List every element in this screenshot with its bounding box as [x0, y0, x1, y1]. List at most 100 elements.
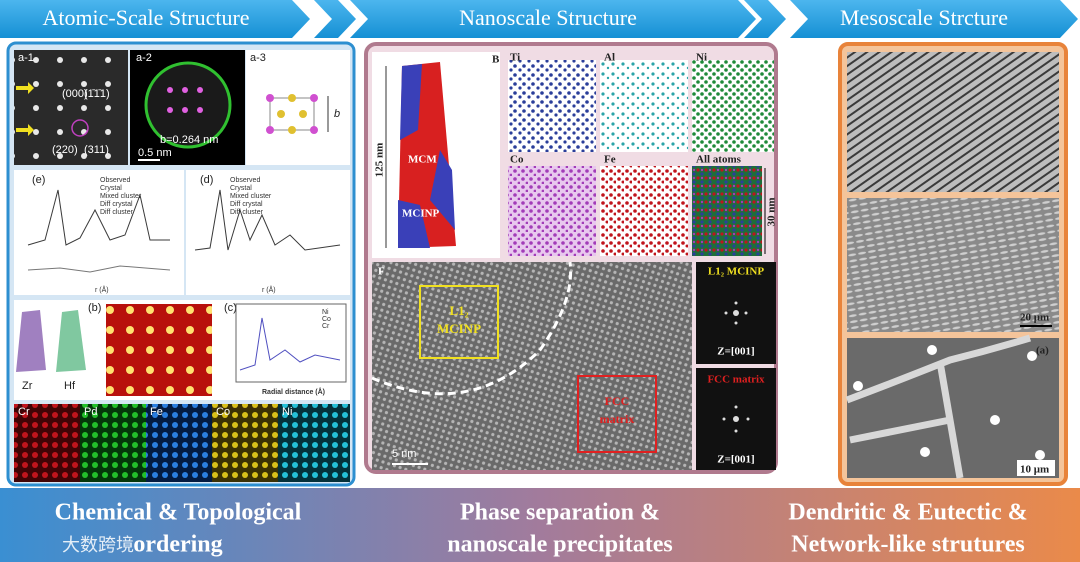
atom-columns — [167, 87, 173, 93]
legend-entry: Diff cluster — [100, 209, 134, 216]
atom-columns — [182, 87, 188, 93]
pdf-plot — [186, 170, 350, 295]
unit-cell — [277, 110, 285, 118]
fft-spots — [734, 405, 738, 409]
spacing-label: b=0.264 nm — [160, 134, 218, 146]
scale-label: 10 μm — [1020, 464, 1049, 476]
scale-box — [1017, 460, 1055, 476]
highlight — [71, 119, 89, 137]
pdf-curve — [27, 189, 170, 246]
atom-map — [600, 166, 688, 256]
scale-label: 0.5 nm — [138, 147, 172, 159]
spot-label: (000) — [62, 88, 88, 100]
markers — [920, 447, 930, 457]
dimension-label: 30 nm — [766, 197, 778, 226]
caption: ordering — [133, 532, 222, 558]
element-label: Fe — [150, 406, 163, 418]
element-label: Ni — [696, 52, 707, 64]
spot-label: (1̄1̄1) — [84, 88, 110, 100]
element-label: Co — [510, 154, 524, 166]
legend-entry: Diff crystal — [230, 201, 263, 208]
element-label: Al — [604, 52, 615, 64]
zone-axis: Z=[001] — [717, 454, 754, 466]
markers — [927, 345, 937, 355]
banner-arrow — [0, 0, 310, 38]
legend-entry: Diff cluster — [230, 209, 264, 216]
arrow — [16, 82, 34, 94]
dimension-label: 125 nm — [374, 143, 386, 178]
legend-entry: Crystal — [100, 185, 122, 192]
caption: Chemical & Topological — [55, 500, 302, 526]
element-label: Fe — [604, 154, 616, 166]
legend-entry: Observed — [230, 177, 260, 184]
legend: Observed Crystal Mixed cluster Diff crys… — [230, 177, 272, 216]
atom-columns — [197, 87, 203, 93]
legend-entry: Diff crystal — [100, 201, 133, 208]
fft-spots — [733, 416, 739, 422]
legend-entry: Ni — [322, 309, 329, 316]
fft-spots — [724, 311, 728, 315]
panel-label: (c) — [224, 302, 237, 314]
atom-probe — [56, 310, 86, 372]
element-label: Hf — [64, 380, 76, 392]
markers — [990, 415, 1000, 425]
banner-title: Mesoscale Strcture — [840, 5, 1008, 30]
element-label: All atoms — [696, 154, 742, 166]
panel-label: a-3 — [250, 52, 266, 64]
banner-title: Nanoscale Structure — [459, 5, 637, 30]
legend-entry: Crystal — [230, 185, 252, 192]
pillar-phase — [398, 64, 455, 248]
region-box — [577, 375, 657, 453]
interface-line — [371, 261, 573, 396]
fft-spots — [733, 310, 739, 316]
rdf-plot — [235, 303, 347, 383]
diffraction-image — [14, 50, 128, 165]
spot-label: (311) — [84, 144, 109, 156]
element-label: Zr — [22, 380, 33, 392]
panel-label: (d) — [200, 174, 213, 186]
element-label: Pd — [84, 406, 97, 418]
structure-model — [246, 50, 350, 165]
arrow — [16, 124, 34, 136]
legend-entry: Mixed cluster — [230, 193, 272, 200]
element-map — [80, 404, 146, 482]
pdf-curve — [194, 189, 341, 251]
network — [845, 334, 1032, 479]
fft-spots — [746, 417, 750, 421]
watermark: 大数跨境 — [62, 535, 134, 556]
markers — [1035, 450, 1045, 460]
zone-axis: Z=[001] — [717, 346, 754, 358]
legend-entry: Mixed cluster — [100, 193, 142, 200]
region-label: matrix — [600, 412, 635, 426]
region-label: FCC — [605, 394, 630, 408]
diff-curve — [27, 265, 171, 273]
unit-cell — [266, 94, 329, 134]
scale-label: 5 nm — [392, 448, 416, 460]
fft-spots — [734, 429, 738, 433]
panel-label: a-1 — [18, 52, 34, 64]
panel-label: B — [492, 54, 500, 66]
caption: Phase separation & — [460, 500, 660, 526]
element-map — [212, 404, 278, 482]
phase-label: MCINP — [402, 208, 440, 220]
element-map — [146, 404, 212, 482]
unit-cell — [310, 126, 318, 134]
fft-spots — [722, 301, 750, 433]
atom-probe — [16, 310, 46, 372]
hrtem-image — [372, 262, 692, 470]
region-label: MCINP — [437, 321, 481, 336]
markers — [853, 345, 1045, 460]
phase-label: MCM — [408, 154, 437, 166]
panel-label: (b) — [88, 302, 101, 314]
unit-cell — [288, 126, 296, 134]
element-map — [278, 404, 350, 482]
atom-columns — [197, 107, 203, 113]
unit-cell — [266, 94, 274, 102]
banner-arrow — [350, 0, 756, 38]
panel-label: a-2 — [136, 52, 152, 64]
atom-map — [508, 60, 596, 152]
spot-label: (220) — [52, 144, 78, 156]
legend-entry: Cr — [322, 323, 330, 330]
axis-label: r (Å) — [95, 285, 109, 294]
